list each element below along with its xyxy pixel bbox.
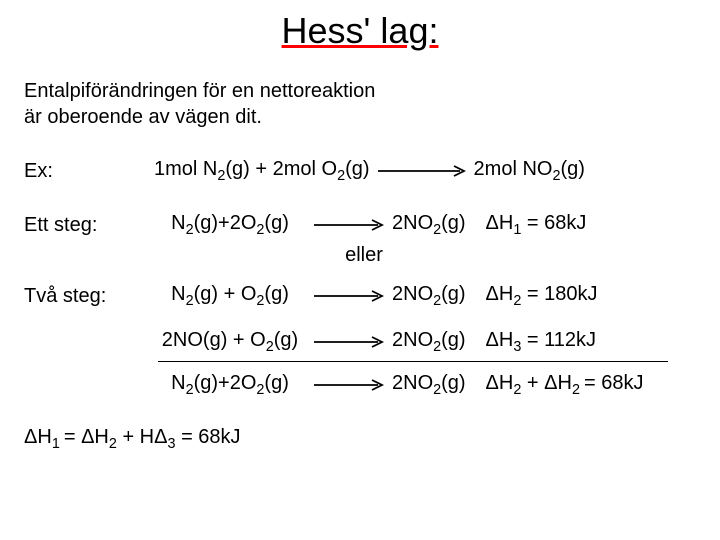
one-step-row: Ett steg: N2(g)+2O2(g) 2NO2(g) ΔH1 = 68k… [0,212,720,238]
intro-line-1: Entalpiförändringen för en nettoreaktion [24,80,375,102]
intro-text: Entalpiförändringen för en nettoreaktion… [0,60,720,130]
tva2-dh: ΔH3 = 112kJ [480,329,596,355]
arrow-icon [376,165,468,177]
tva2-equation: 2NO(g) + O2(g) 2NO2(g) ΔH3 = 112kJ [154,329,596,355]
tva2-rhs: 2NO2(g) [392,329,480,355]
sum-equation: N2(g)+2O2(g) 2NO2(g) ΔH2 + ΔH2 = 68kJ [154,372,643,398]
intro-line-2: är oberoende av vägen dit. [24,106,262,128]
tva1-lhs: N2(g) + O2(g) [154,283,306,309]
ett-rhs: 2NO2(g) [392,212,480,238]
page-title: Hess' lag: [0,0,720,60]
ex-label: Ex: [24,160,154,183]
tva1-rhs: 2NO2(g) [392,283,480,309]
arrow-icon [312,290,386,302]
ex-lhs: 1mol N2(g) + 2mol O2(g) [154,158,370,184]
arrow-icon [312,379,386,391]
ett-lhs: N2(g)+2O2(g) [154,212,306,238]
arrow-icon [312,219,386,231]
sum-rhs: 2NO2(g) [392,372,480,398]
ett-equation: N2(g)+2O2(g) 2NO2(g) ΔH1 = 68kJ [154,212,586,238]
tva1-dh: ΔH2 = 180kJ [480,283,598,309]
two-step-row-2: 2NO(g) + O2(g) 2NO2(g) ΔH3 = 112kJ [0,329,720,355]
final-equation: ΔH1 = ΔH2 + HΔ3 = 68kJ [0,426,720,452]
ett-dh: ΔH1 = 68kJ [480,212,586,238]
sum-row: N2(g)+2O2(g) 2NO2(g) ΔH2 + ΔH2 = 68kJ [0,372,720,398]
sum-divider [158,361,668,362]
tva-label: Två steg: [24,285,154,308]
tva1-equation: N2(g) + O2(g) 2NO2(g) ΔH2 = 180kJ [154,283,598,309]
sum-dh: ΔH2 + ΔH2 = 68kJ [480,372,643,398]
arrow-icon [312,336,386,348]
ex-equation: 1mol N2(g) + 2mol O2(g) 2mol NO2(g) [154,158,585,184]
eller-text: eller [154,244,574,267]
example-row: Ex: 1mol N2(g) + 2mol O2(g) 2mol NO2(g) [0,158,720,184]
ett-label: Ett steg: [24,214,154,237]
tva2-lhs: 2NO(g) + O2(g) [154,329,306,355]
sum-lhs: N2(g)+2O2(g) [154,372,306,398]
two-step-row-1: Två steg: N2(g) + O2(g) 2NO2(g) ΔH2 = 18… [0,283,720,309]
ex-rhs: 2mol NO2(g) [474,158,585,184]
